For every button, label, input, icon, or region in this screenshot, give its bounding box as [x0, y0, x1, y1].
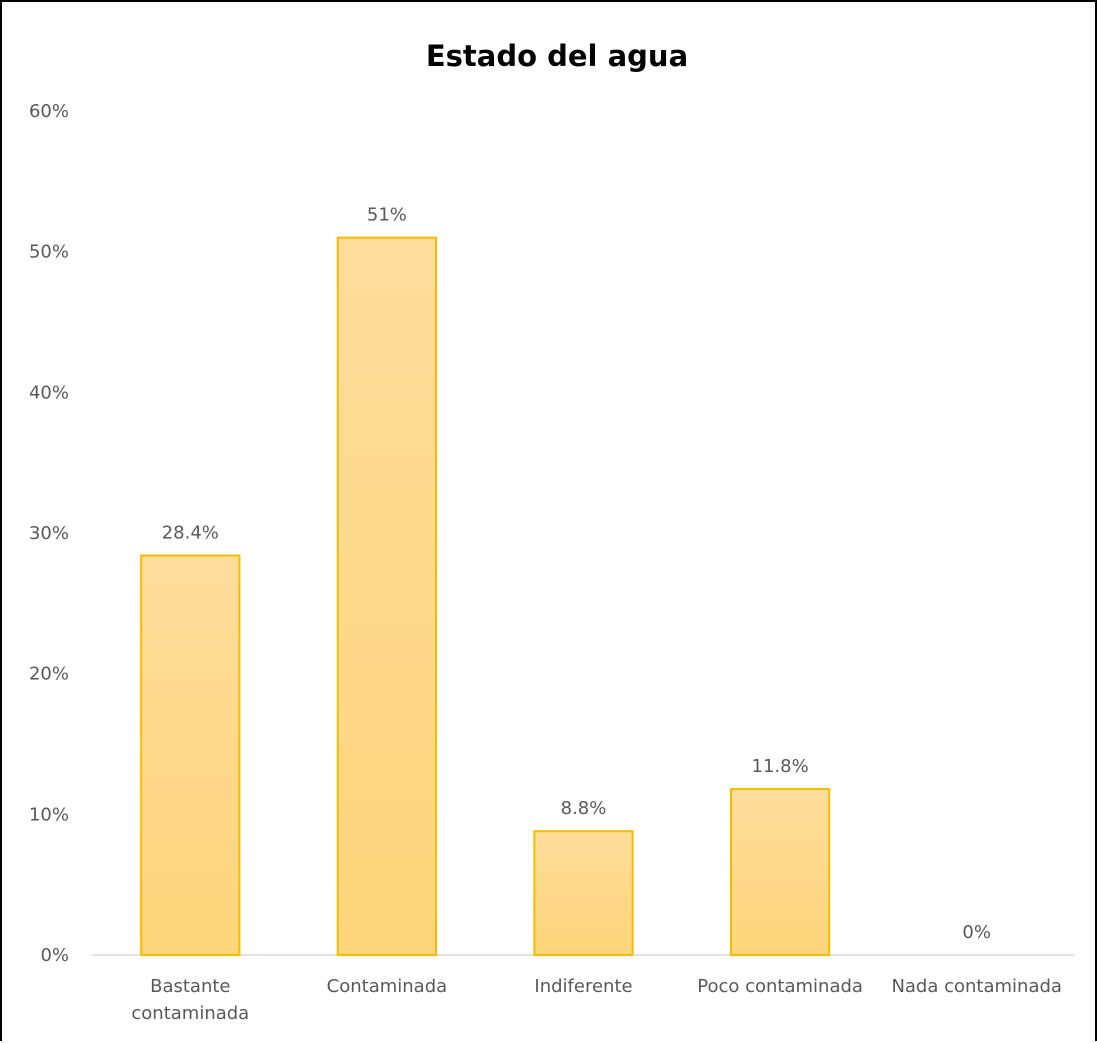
y-tick-label: 10% — [29, 804, 69, 825]
bar — [729, 788, 831, 956]
y-tick-label: 40% — [29, 382, 69, 403]
x-category-label: contaminada — [131, 1003, 249, 1024]
data-label: 28.4% — [162, 523, 219, 544]
y-tick-label: 50% — [29, 242, 69, 263]
x-category-label: Contaminada — [327, 976, 448, 997]
x-axis-categories: Bastante contaminada Contaminada Indiferent… — [131, 976, 1062, 1024]
y-tick-label: 60% — [29, 101, 69, 122]
y-axis-ticks: 0% 10% 20% 30% 40% 50% 60% — [29, 101, 69, 966]
bars — [140, 236, 831, 957]
bar — [533, 830, 634, 956]
data-label: 0% — [962, 922, 991, 943]
data-label: 51% — [367, 205, 407, 226]
data-label: 8.8% — [561, 798, 607, 819]
chart-title: Estado del agua — [426, 39, 688, 73]
x-category-label: Poco contaminada — [697, 976, 863, 997]
x-category-label: Bastante — [150, 976, 230, 997]
x-category-label: Indiferente — [534, 976, 632, 997]
y-tick-label: 0% — [40, 945, 69, 966]
data-label: 11.8% — [752, 756, 809, 777]
y-tick-label: 20% — [29, 664, 69, 685]
x-category-label: Nada contaminada — [891, 976, 1062, 997]
bar — [336, 236, 438, 957]
data-labels: 28.4% 51% 8.8% 11.8% 0% — [162, 205, 991, 943]
y-tick-label: 30% — [29, 523, 69, 544]
bar — [140, 554, 241, 956]
